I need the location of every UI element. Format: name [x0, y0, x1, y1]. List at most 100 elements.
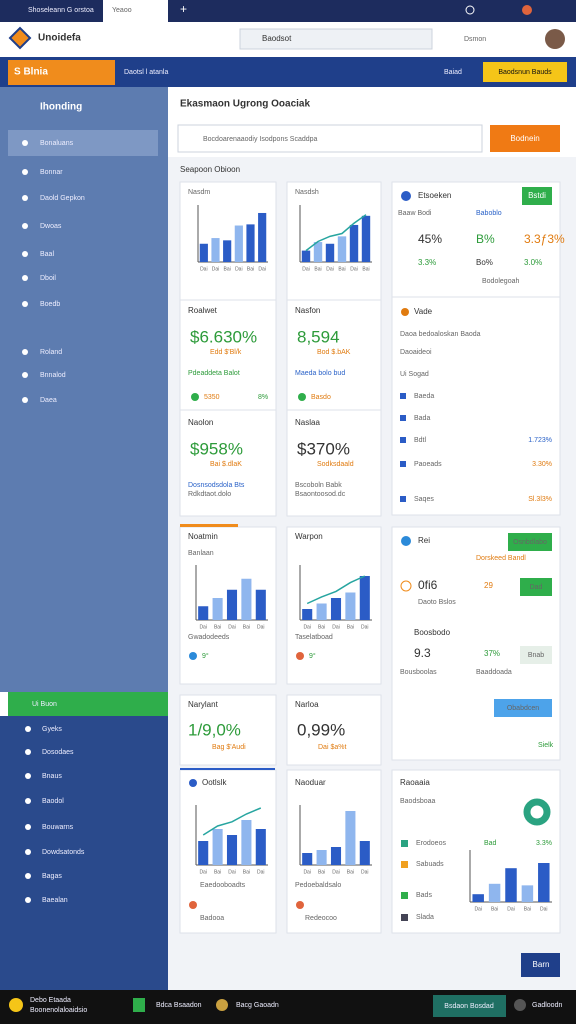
label: Bsaontoosod.dc: [295, 491, 346, 498]
label: Sodksdaald: [317, 461, 354, 468]
label: Warpon: [295, 532, 323, 541]
label: Ui Sogad: [400, 371, 429, 378]
label: 3.3%: [418, 258, 436, 267]
label: Erodoeos: [416, 840, 446, 847]
nav-item: Dboil: [40, 275, 56, 282]
label: Bocdoarenaaodiy Isodpons Scaddpa: [203, 136, 318, 143]
label: Nasdsh: [295, 189, 319, 196]
label: Bacg Gaoadn: [236, 1002, 279, 1009]
label: 0fi6: [418, 578, 438, 592]
icon: [189, 901, 197, 909]
label: Daoto Bslos: [418, 599, 456, 606]
label: 1/9,0%: [188, 720, 241, 739]
icon: [296, 652, 304, 660]
card-button[interactable]: Dad: [530, 584, 543, 591]
label: Sabuads: [416, 861, 444, 868]
label: Daoa bedoaloskan Baoda: [400, 331, 481, 338]
icon: [22, 169, 28, 175]
taskbar-button[interactable]: Bsdaon Bosdad: [444, 1003, 494, 1010]
nav-item: Daold Gepkon: [40, 195, 85, 202]
x-tick-label: Dai: [212, 266, 220, 272]
bar: [246, 224, 254, 262]
bar: [489, 884, 500, 902]
card-button[interactable]: Bnab: [528, 652, 544, 659]
label: 9°: [202, 652, 209, 660]
label: Baeda: [414, 393, 434, 400]
toolbar-button[interactable]: Baodsnun Bauds: [498, 69, 552, 76]
label: B%: [476, 232, 495, 246]
label: 3.30%: [532, 461, 552, 468]
icon: [216, 999, 228, 1011]
label: Yeaoo: [112, 7, 132, 14]
icon: [400, 496, 406, 502]
x-tick-label: Dai: [257, 624, 265, 630]
label: 1.723%: [528, 437, 552, 444]
avatar: [545, 29, 565, 49]
label: Bad: [484, 840, 497, 847]
x-tick-label: Bai: [338, 266, 345, 272]
label: 0,99%: [297, 720, 345, 739]
bar: [213, 598, 223, 620]
label: 3.0%: [524, 258, 542, 267]
icon: [400, 437, 406, 443]
label: Taselatboad: [295, 634, 333, 641]
label: Ekasmaon Ugrong Ooaciak: [180, 99, 310, 110]
card-button[interactable]: Osnbdlabo: [513, 539, 547, 546]
icon: [522, 5, 532, 15]
x-tick-label: Dai: [540, 906, 548, 912]
label: Bod $.bAK: [317, 349, 351, 356]
bar: [350, 225, 358, 262]
label: Redeocoo: [305, 915, 337, 922]
search-button[interactable]: Bodnein: [510, 134, 539, 143]
label: Boonenolaloaidsio: [30, 1007, 87, 1014]
nav-item: Bnnalod: [40, 372, 66, 379]
label: 9°: [309, 652, 316, 660]
icon: [191, 393, 199, 401]
x-tick-label: Bai: [347, 869, 354, 875]
bar: [258, 213, 266, 262]
icon: [298, 393, 306, 401]
icon: [22, 223, 28, 229]
bar: [317, 604, 327, 621]
x-tick-label: Bai: [243, 624, 250, 630]
card-button[interactable]: Bstdi: [528, 191, 546, 200]
icon: [25, 798, 31, 804]
label: Vade: [414, 307, 433, 316]
label: Bdtl: [414, 437, 427, 444]
x-tick-label: Bai: [224, 266, 231, 272]
bar: [235, 226, 243, 262]
label: Bodolegoah: [482, 278, 519, 285]
nav-item: Dowdsatonds: [42, 849, 85, 856]
icon: [25, 873, 31, 879]
bar: [241, 579, 251, 620]
sidebar-active: [8, 130, 158, 156]
label: S Blnia: [14, 67, 48, 78]
x-tick-label: Bai: [347, 624, 354, 630]
accent: [180, 524, 238, 527]
label: 5350: [204, 394, 220, 401]
bottom-button[interactable]: Barn: [533, 960, 550, 969]
icon: [401, 840, 408, 847]
bar: [302, 853, 312, 865]
bar: [331, 847, 341, 865]
icon: [296, 901, 304, 909]
label: Baboblo: [476, 210, 502, 217]
bar: [472, 894, 483, 902]
label: 3.3ƒ3%: [524, 232, 565, 246]
bar: [505, 868, 516, 902]
label: Noatmin: [188, 532, 218, 541]
icon: [9, 998, 23, 1012]
label: $6.630%: [190, 327, 257, 346]
x-tick-label: Bai: [318, 869, 325, 875]
bar: [302, 609, 312, 620]
label: 3.3%: [536, 840, 552, 847]
label: 9.3: [414, 646, 431, 660]
x-tick-label: Dai: [199, 869, 207, 875]
bar: [256, 829, 266, 865]
icon: [400, 393, 406, 399]
label: Maeda bolo bud: [295, 370, 345, 377]
card-button[interactable]: Obabdcen: [507, 705, 539, 712]
bar: [538, 863, 549, 902]
label: Bag $'Audi: [212, 744, 246, 751]
icon: [22, 275, 28, 281]
